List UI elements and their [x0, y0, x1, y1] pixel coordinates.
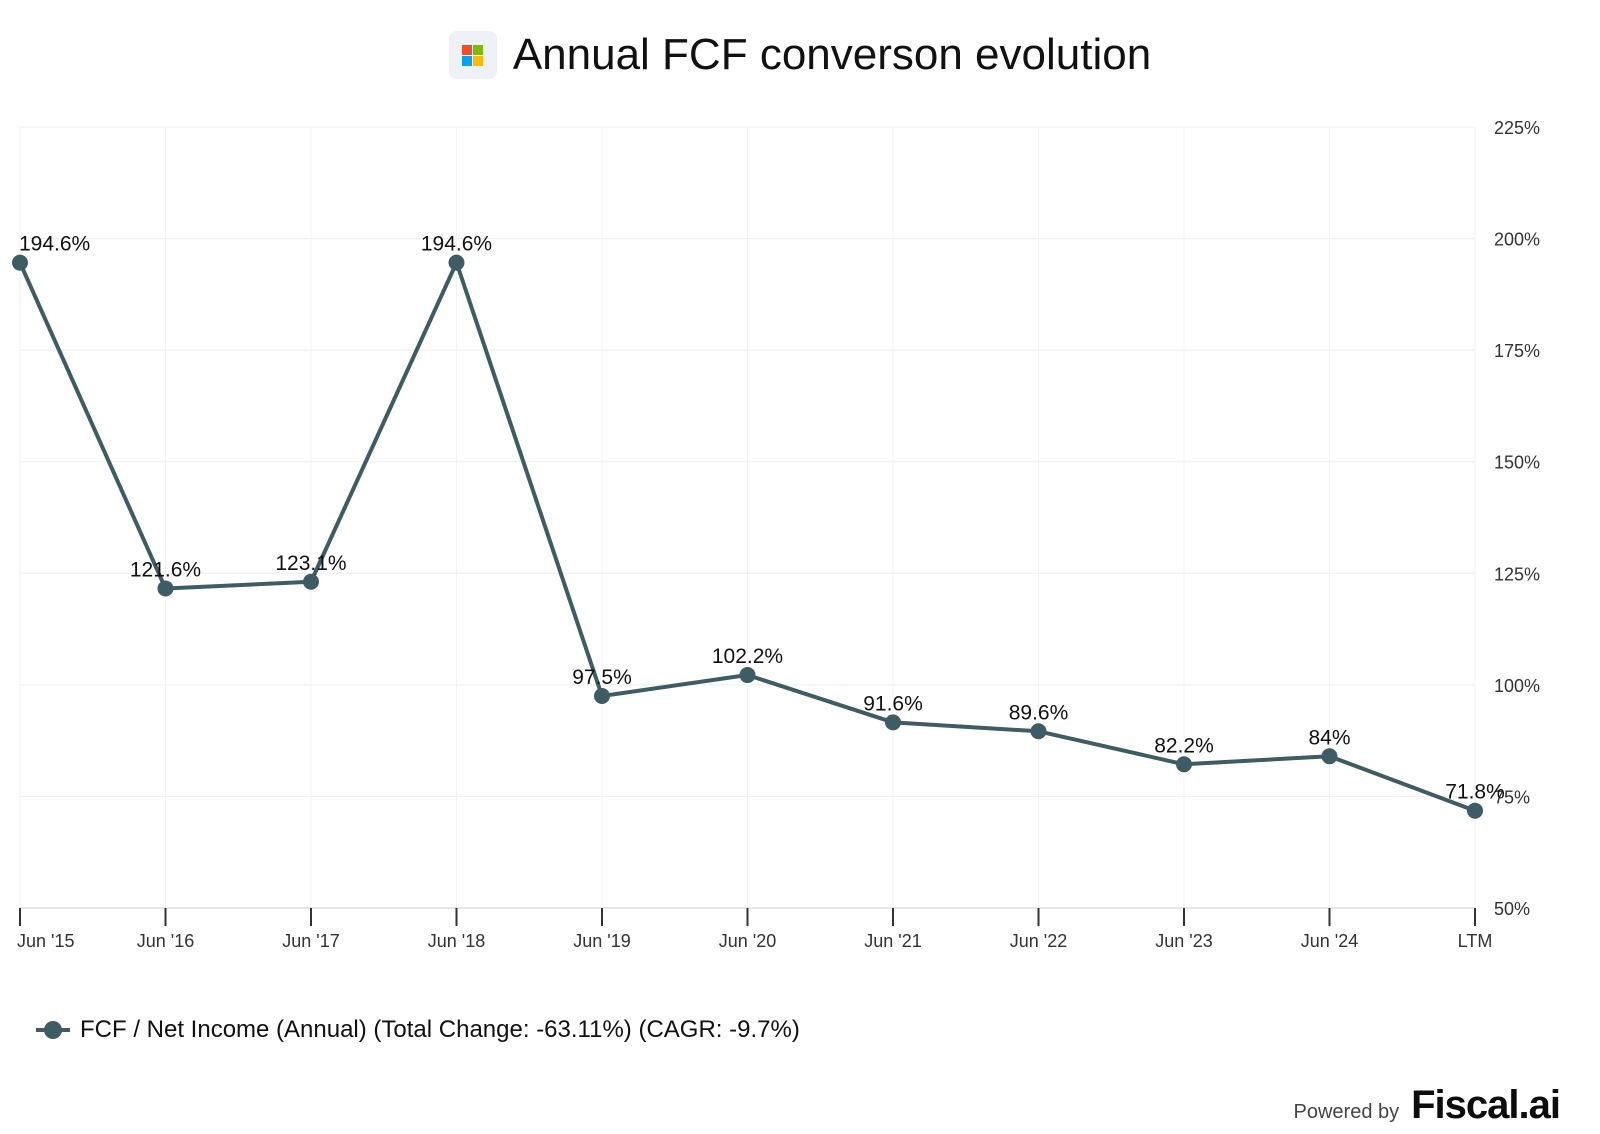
microsoft-logo-icon — [462, 44, 484, 66]
data-label: 194.6% — [19, 233, 90, 256]
x-tick-label: Jun '17 — [282, 931, 339, 951]
data-point — [1030, 723, 1047, 740]
x-tick-label: Jun '16 — [137, 931, 194, 951]
y-tick-label: 150% — [1494, 453, 1540, 473]
chart-title: Annual FCF converson evolution — [512, 30, 1152, 79]
x-tick-label: Jun '22 — [1010, 931, 1067, 951]
x-tick-label: Jun '21 — [864, 931, 921, 951]
data-point — [1321, 748, 1338, 765]
powered-by[interactable]: Powered by Fiscal.ai — [1294, 1083, 1561, 1128]
data-point — [739, 667, 756, 684]
data-label: 102.2% — [712, 645, 783, 668]
data-point — [157, 580, 174, 597]
data-label: 121.6% — [130, 558, 201, 581]
data-label: 91.6% — [863, 692, 923, 715]
brand-logo: Fiscal.ai — [1411, 1083, 1561, 1127]
y-tick-label: 50% — [1494, 899, 1530, 919]
legend[interactable]: FCF / Net Income (Annual) (Total Change:… — [36, 1016, 800, 1044]
data-point — [1467, 802, 1483, 819]
y-tick-label: 75% — [1494, 787, 1530, 807]
x-tick-label: Jun '18 — [428, 931, 485, 951]
powered-by-label: Powered by — [1293, 1101, 1400, 1123]
y-tick-label: 100% — [1494, 676, 1540, 696]
y-tick-label: 175% — [1494, 341, 1540, 361]
x-tick-label: Jun '15 — [17, 931, 74, 951]
data-label: 97.5% — [572, 666, 632, 689]
data-label: 194.6% — [421, 233, 492, 256]
x-tick-label: Jun '24 — [1301, 931, 1358, 951]
logo-square-yellow — [473, 55, 484, 66]
y-tick-label: 200% — [1494, 230, 1540, 250]
data-label: 89.6% — [1009, 701, 1069, 724]
logo-square-red — [462, 44, 473, 55]
data-label: 82.2% — [1154, 734, 1214, 757]
x-tick-label: Jun '20 — [719, 931, 776, 951]
logo-square-blue — [462, 55, 473, 66]
data-point — [594, 688, 610, 705]
data-label: 71.8% — [1445, 781, 1505, 804]
data-point — [885, 714, 901, 731]
y-tick-label: 125% — [1494, 564, 1540, 584]
logo-square-green — [473, 44, 484, 55]
data-point — [448, 254, 465, 271]
data-point — [303, 573, 319, 590]
data-label: 84% — [1308, 726, 1350, 749]
chart-header: Annual FCF converson evolution — [0, 30, 1600, 80]
x-tick-label: LTM — [1458, 931, 1493, 951]
x-tick-label: Jun '23 — [1155, 931, 1212, 951]
company-logo — [448, 31, 497, 79]
x-tick-label: Jun '19 — [573, 931, 630, 951]
legend-marker-icon — [36, 1020, 72, 1040]
data-point — [12, 254, 28, 271]
legend-label: FCF / Net Income (Annual) (Total Change:… — [80, 1016, 800, 1043]
data-label: 123.1% — [275, 552, 346, 575]
y-tick-label: 225% — [1494, 118, 1540, 138]
data-point — [1176, 756, 1192, 773]
